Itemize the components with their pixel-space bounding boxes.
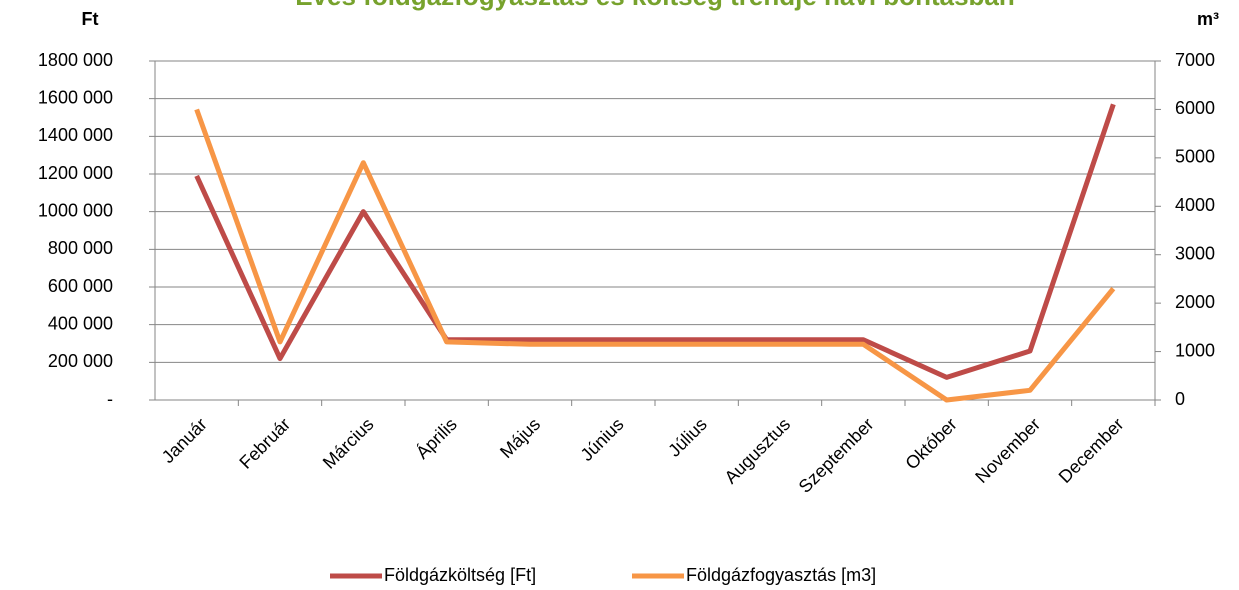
y2-tick-label: 0 (1175, 389, 1185, 409)
y2-tick-label: 6000 (1175, 98, 1215, 118)
legend-label: Földgázköltség [Ft] (384, 565, 536, 585)
y-tick-label: 1000 000 (38, 200, 113, 220)
x-tick-label: Május (496, 414, 544, 462)
x-tick-label: Augusztus (721, 414, 795, 488)
series-line (194, 108, 1116, 403)
y2-tick-label: 2000 (1175, 292, 1215, 312)
y2-tick-label: 7000 (1175, 50, 1215, 70)
y2-tick-label: 3000 (1175, 243, 1215, 263)
x-tick-label: Július (664, 414, 711, 461)
x-tick-label: Március (319, 414, 378, 473)
x-tick-label: December (1055, 414, 1128, 487)
y-tick-label: 600 000 (48, 276, 113, 296)
x-tick-label: November (971, 414, 1044, 487)
chart-title: Éves földgázfogyasztás és költség trendj… (295, 0, 1015, 11)
legend-label: Földgázfogyasztás [m3] (686, 565, 876, 585)
y2-tick-label: 4000 (1175, 195, 1215, 215)
x-tick-label: Április (412, 414, 461, 463)
y-tick-label: 800 000 (48, 238, 113, 258)
x-tick-label: Június (577, 414, 628, 465)
y-tick-label: 1600 000 (38, 87, 113, 107)
x-tick-label: Január (158, 414, 211, 467)
y-tick-label: 1200 000 (38, 163, 113, 183)
y-tick-label: 1800 000 (38, 50, 113, 70)
y2-axis-label: m³ (1197, 9, 1219, 29)
y2-tick-label: 5000 (1175, 147, 1215, 167)
series-line (194, 103, 1116, 380)
y-tick-label: 200 000 (48, 351, 113, 371)
x-tick-label: Február (235, 414, 294, 473)
y-tick-label: - (107, 389, 113, 409)
y2-tick-label: 1000 (1175, 340, 1215, 360)
y-axis-label: Ft (82, 9, 99, 29)
y-tick-label: 1400 000 (38, 125, 113, 145)
y-tick-label: 400 000 (48, 313, 113, 333)
x-tick-label: Szeptember (795, 414, 878, 497)
x-tick-label: Október (901, 414, 960, 473)
